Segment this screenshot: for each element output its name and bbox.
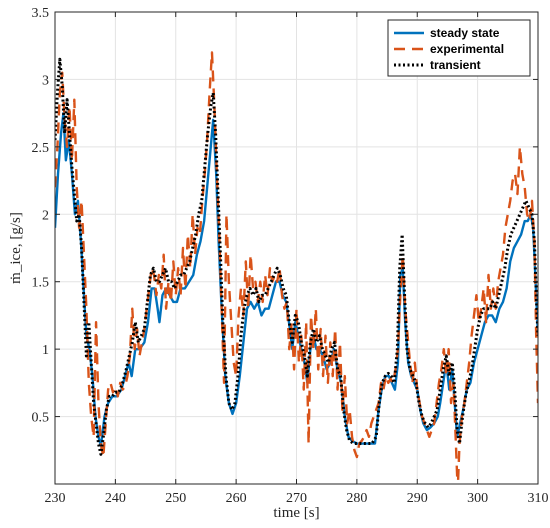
legend: steady state experimental transient bbox=[387, 19, 531, 77]
x-tick-label: 290 bbox=[407, 491, 428, 506]
y-tick-label: 1.5 bbox=[32, 276, 50, 291]
y-tick-label: 3.5 bbox=[32, 6, 50, 21]
axis-ticks: 230 240 250 260 270 280 290 300 310 0.5 1 1.5 2 2.5 3 3… bbox=[32, 6, 549, 506]
y-tick-label: 3 bbox=[42, 73, 49, 88]
y-tick-label: 1 bbox=[42, 343, 49, 358]
x-tick-label: 240 bbox=[105, 491, 126, 506]
y-tick-label: 0.5 bbox=[32, 411, 50, 426]
x-tick-label: 280 bbox=[346, 491, 367, 506]
legend-label: transient bbox=[430, 58, 481, 72]
x-tick-label: 250 bbox=[165, 491, 186, 506]
x-tick-label: 230 bbox=[45, 491, 66, 506]
series-line-transient bbox=[55, 57, 538, 456]
x-tick-label: 300 bbox=[467, 491, 488, 506]
y-tick-label: 2 bbox=[42, 208, 49, 223]
series-line-experimental bbox=[55, 51, 538, 484]
x-tick-label: 260 bbox=[226, 491, 247, 506]
legend-label: steady state bbox=[430, 26, 500, 40]
y-axis-label: ṁ_ice, [g/s] bbox=[8, 212, 24, 284]
legend-box bbox=[387, 19, 531, 77]
series-layer bbox=[55, 51, 538, 484]
x-tick-label: 270 bbox=[286, 491, 307, 506]
x-axis-label: time [s] bbox=[273, 505, 319, 521]
x-tick-label: 310 bbox=[528, 491, 549, 506]
y-tick-label: 2.5 bbox=[32, 141, 50, 156]
legend-label: experimental bbox=[430, 42, 504, 56]
